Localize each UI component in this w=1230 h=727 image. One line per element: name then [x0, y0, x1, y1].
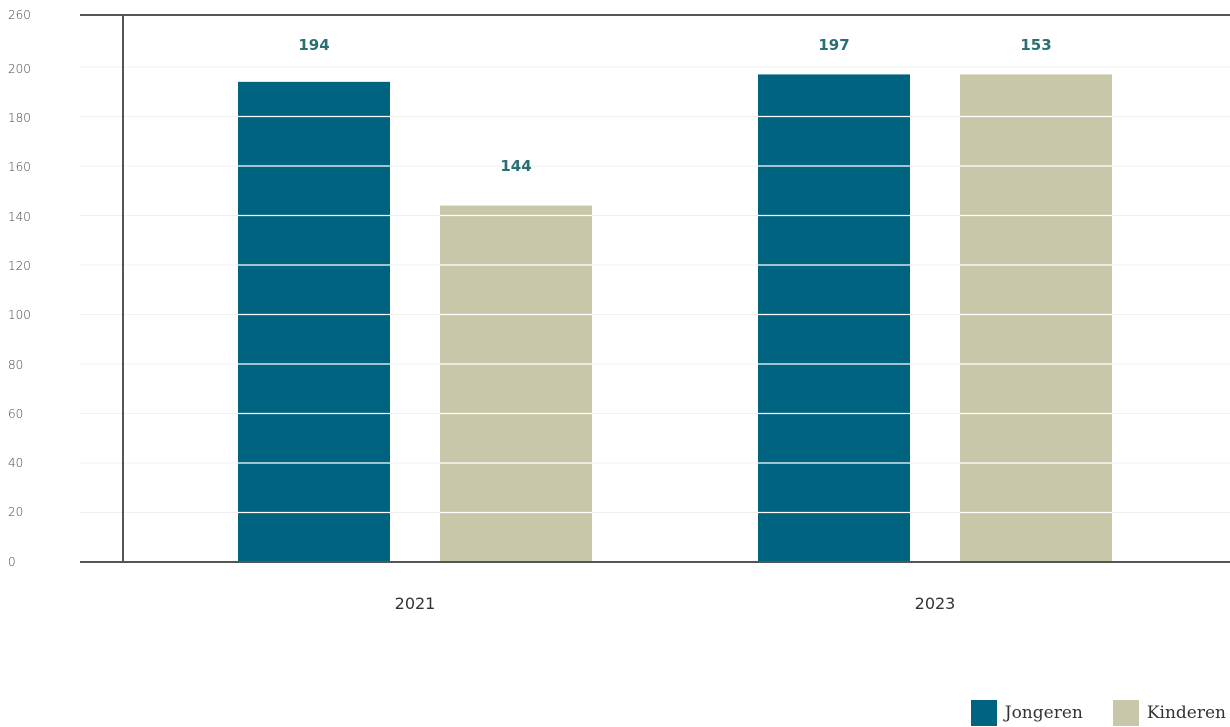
y-tick-label-80: 80	[8, 358, 23, 372]
x-tick-label-2023: 2023	[915, 594, 956, 613]
y-tick-label-120: 120	[8, 259, 31, 273]
bar-jongeren-2023	[758, 74, 910, 563]
legend-label-kinderen: Kinderen	[1146, 703, 1226, 723]
y-tick-label-0: 0	[8, 555, 16, 569]
y-tick-label-260: 260	[8, 8, 31, 22]
legend-swatch-kinderen	[1112, 700, 1139, 726]
data-label-jongeren-2023: 197	[818, 36, 849, 54]
legend-item-kinderen: Kinderen	[1112, 700, 1226, 726]
y-tick-label-180: 180	[8, 111, 31, 125]
y-tick-label-160: 160	[8, 160, 31, 174]
y-tick-label-20: 20	[8, 505, 23, 519]
data-label-kinderen-2023: 153	[1020, 36, 1051, 54]
y-tick-label-60: 60	[8, 407, 23, 421]
y-tick-label-100: 100	[8, 308, 31, 322]
y-tick-label-40: 40	[8, 456, 23, 470]
data-label-kinderen-2021: 144	[500, 157, 531, 175]
legend-label-jongeren: Jongeren	[1004, 703, 1083, 723]
data-label-jongeren-2021: 194	[298, 36, 329, 54]
bar-kinderen-2021	[440, 205, 592, 562]
y-tick-label-200: 200	[8, 62, 31, 76]
legend-item-jongeren: Jongeren	[970, 700, 1083, 726]
legend-swatch-jongeren	[970, 700, 997, 726]
legend: Jongeren Kinderen	[970, 700, 1226, 726]
bar-jongeren-2021	[238, 81, 390, 562]
bar-kinderen-2023	[960, 74, 1112, 563]
y-tick-label-140: 140	[8, 210, 31, 224]
x-tick-label-2021: 2021	[395, 594, 436, 613]
